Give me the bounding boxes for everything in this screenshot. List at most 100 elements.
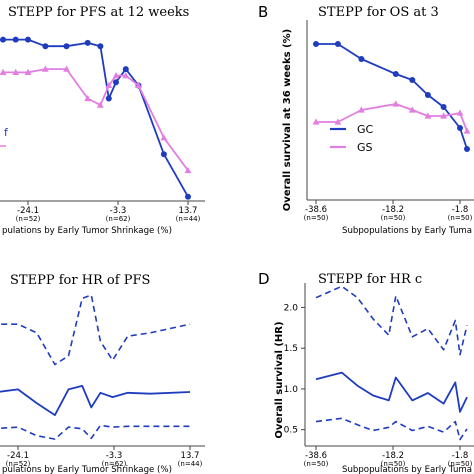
panel-b-tick-n-1: (n=50) (304, 214, 329, 222)
panel-d-series-lower-line (315, 417, 468, 441)
panel-b-gs-point (334, 118, 342, 125)
legend-gc-label: GC (357, 123, 374, 136)
panel-a-gs-point (112, 72, 120, 79)
panel-b-plot (312, 41, 471, 152)
panel-a-gc-point (185, 193, 191, 200)
panel-a-xlabel: pulations by Early Tumor Shrinkage (%) (2, 226, 172, 236)
panel-a-gc-point (42, 43, 49, 50)
panel-a-tick-label-3: 13.7 (179, 206, 198, 216)
panel-b-tick-label-2: -18.2 (382, 205, 404, 215)
panel-b-gs-point (312, 118, 320, 125)
panel-a-gc-point (84, 39, 91, 46)
panel-d-title: STEPP for HR c (318, 272, 422, 287)
panel-c-tick-label-1: -24.1 (7, 451, 29, 461)
panel-c-plot (0, 294, 191, 440)
panel-a-gs-point (184, 166, 192, 174)
panel-a-tick-label-2: -3.3 (110, 206, 127, 216)
panel-b-xlabel: Subpopulations by Early Tuma (342, 226, 472, 236)
panel-a-gs-point (135, 81, 142, 89)
panel-a-gc-point (122, 66, 129, 73)
panel-d-xlabel: Subpopulations by Early Tuma (342, 465, 472, 474)
panel-c-tick-n-1: (n=52) (6, 460, 31, 468)
panel-a-gs-point (12, 68, 20, 75)
panel-a-tick-n-2: (n=62) (106, 215, 131, 223)
panel-b-gc-point (440, 104, 447, 110)
panel-d-tick-label-1: -38.6 (305, 451, 327, 461)
panel-b-gc-point (424, 92, 431, 98)
panel-d-tick-n-1: (n=50) (304, 460, 329, 468)
panel-b-tick-label-1: -38.6 (305, 205, 327, 215)
panel-a-tick-label-1: -24.1 (17, 206, 39, 216)
panel-d-tick-label-3: -1.8 (452, 451, 469, 461)
panel-d-ytick-label: 1.5 (284, 344, 298, 354)
panel-b-gc-point (409, 77, 416, 83)
panel-a: STEPP for PFS at 12 weeks -24.1 (n=52) -… (0, 5, 205, 236)
panel-b-gs-point (456, 109, 464, 116)
panel-b-tick-n-2: (n=50) (381, 214, 406, 222)
panel-c-tick-label-3: 13.7 (181, 451, 200, 461)
panel-b-label: B (258, 3, 268, 21)
panel-c-tick-n-2: (n=62) (102, 460, 127, 468)
panel-a-legend-fragment: f (4, 126, 9, 139)
panel-a-gs-point (122, 72, 130, 79)
panel-d-plot (315, 285, 468, 441)
panel-a-gc-point (97, 43, 104, 50)
panel-c: STEPP for HR of PFS -24.1 (n=52) -3.3 (n… (0, 273, 205, 474)
panel-b-gs-point (424, 112, 432, 119)
panel-b-series-gc-line (316, 43, 468, 150)
panel-b-gc-point (313, 41, 319, 47)
panel-a-gc-point (105, 95, 112, 102)
panel-b-tick-n-3: (n=50) (448, 214, 473, 222)
panel-d-series-estimate-line (315, 371, 468, 413)
panel-b-gs-point (463, 127, 471, 134)
panel-d-tick-n-2: (n=50) (381, 460, 406, 468)
panel-c-tick-label-2: -3.3 (106, 451, 123, 461)
panel-b-gs-point (392, 100, 400, 107)
panel-a-series-gs-line (3, 68, 189, 172)
panel-a-gc-point (0, 36, 6, 43)
panel-b-gc-point (457, 125, 463, 131)
panel-b-gc-point (334, 41, 341, 47)
panel-a-gs-point (96, 101, 104, 108)
panel-a-gc-point (160, 151, 167, 158)
panel-b-gc-point (392, 71, 399, 77)
panel-c-series-lower-line (0, 424, 190, 440)
panel-b-gc-point (464, 146, 470, 152)
legend-gs-label: GS (357, 141, 373, 154)
panel-b-gs-point (408, 106, 416, 113)
panel-d-ytick-label: 2.0 (284, 303, 299, 313)
panel-b-gs-point (357, 106, 365, 113)
panel-a-title: STEPP for PFS at 12 weeks (8, 5, 189, 20)
panel-b-gc-point (358, 56, 365, 62)
panel-a-gc-point (63, 43, 70, 50)
panel-d-label: D (258, 270, 270, 288)
panel-a-gs-point (160, 134, 168, 141)
panel-b-gs-point (440, 112, 447, 119)
panel-b-title: STEPP for OS at 3 (318, 5, 439, 20)
panel-d-yticks: 2.0 1.5 1.0 0.5 (284, 303, 305, 436)
panel-b-legend: GC GS (330, 123, 374, 154)
panel-a-gs-point (41, 65, 49, 72)
panel-d-ylabel: Overall survival (HR) (274, 321, 285, 438)
panel-a-gc-point (12, 36, 19, 43)
panel-b: B STEPP for OS at 3 Overall survival at … (258, 3, 474, 236)
panel-d-ytick-label: 1.0 (284, 385, 299, 395)
panel-a-gs-point (24, 68, 32, 75)
panel-a-tick-n-1: (n=52) (16, 215, 41, 223)
panel-d-ytick-label: 0.5 (284, 426, 298, 436)
panel-d-tick-label-2: -18.2 (382, 451, 404, 461)
panel-a-gs-point (0, 68, 7, 75)
panel-a-gs-point (84, 94, 92, 102)
panel-a-gs-point (63, 65, 70, 72)
panel-a-gc-point (113, 79, 119, 86)
panel-c-series-upper-line (0, 294, 191, 366)
panel-c-xlabel: pulations by Early Tumor Shrinkage (%) (2, 465, 172, 474)
panel-d-tick-n-3: (n=50) (448, 460, 473, 468)
panel-a-gs-point (105, 81, 113, 89)
panel-a-series-gc-line (3, 38, 189, 198)
panel-c-title: STEPP for HR of PFS (10, 273, 150, 288)
panel-b-ylabel: Overall survival at 36 weeks (%) (282, 29, 293, 211)
panel-b-tick-label-3: -1.8 (452, 205, 469, 215)
panel-d-series-upper-line (315, 285, 468, 356)
